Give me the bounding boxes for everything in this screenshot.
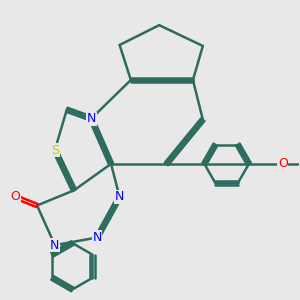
Text: O: O [10,190,20,203]
Text: O: O [278,158,288,170]
Text: S: S [51,143,59,157]
Text: N: N [86,112,96,125]
Text: N: N [50,238,60,252]
Text: N: N [92,231,102,244]
Text: N: N [115,190,124,203]
